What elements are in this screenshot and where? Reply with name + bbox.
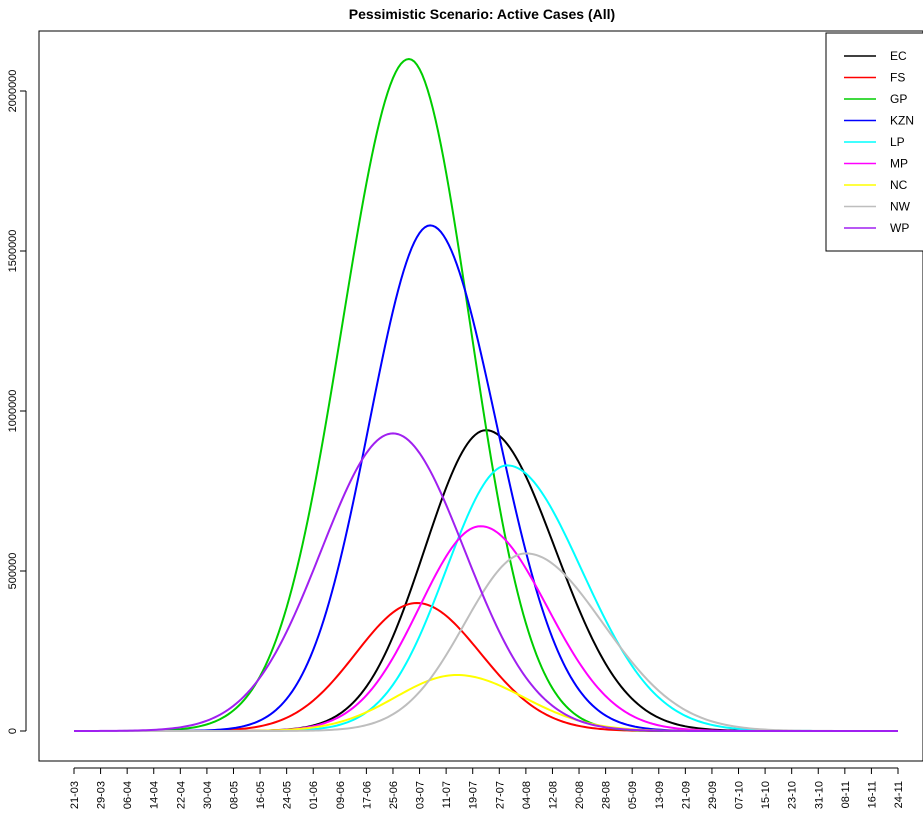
x-tick-label: 23-10	[787, 781, 799, 809]
x-tick-label: 19-07	[468, 781, 480, 809]
x-tick-label: 31-10	[813, 781, 825, 809]
x-tick-label: 06-04	[122, 781, 134, 809]
x-tick-label: 21-03	[69, 781, 81, 809]
x-tick-label: 28-08	[601, 781, 613, 809]
x-tick-label: 30-04	[202, 781, 214, 809]
x-tick-label: 12-08	[547, 781, 559, 809]
x-tick-label: 24-11	[893, 781, 905, 808]
plot-frame	[38, 30, 923, 762]
series-line-lp	[74, 464, 898, 732]
x-tick-label: 04-08	[521, 781, 533, 809]
legend-label-gp: GP	[890, 92, 907, 106]
x-tick-label: 08-05	[228, 781, 240, 809]
x-tick-label: 25-06	[388, 781, 400, 809]
x-tick-label: 17-06	[361, 781, 373, 809]
x-tick-label: 15-10	[760, 781, 772, 809]
x-tick-label: 08-11	[840, 781, 852, 808]
x-tick-label: 21-09	[680, 781, 692, 809]
series-line-ec	[74, 429, 898, 732]
x-axis: 21-03 29-03 06-04 14-04 22-04 30-04 08-05 16-05…	[69, 767, 905, 809]
y-tick-label: 500000	[7, 553, 19, 590]
legend-label-nc: NC	[890, 178, 908, 192]
x-tick-label: 27-07	[494, 781, 506, 809]
series-line-nc	[74, 673, 898, 732]
y-tick-label: 1000000	[7, 390, 19, 433]
y-tick-label: 1500000	[7, 230, 19, 273]
x-tick-label: 05-09	[627, 781, 639, 809]
y-tick-label: 0	[7, 728, 19, 734]
x-tick-label: 13-09	[654, 781, 666, 809]
series-line-kzn	[74, 224, 898, 732]
x-tick-label: 20-08	[574, 781, 586, 809]
x-tick-label: 09-06	[335, 781, 347, 809]
legend-label-kzn: KZN	[890, 114, 914, 128]
series-line-gp	[74, 57, 898, 732]
x-tick-label: 29-03	[96, 781, 108, 809]
x-tick-label: 16-11	[866, 781, 878, 808]
x-tick-label: 01-06	[308, 781, 320, 809]
x-tick-label: 16-05	[255, 781, 267, 809]
legend-label-wp: WP	[890, 221, 909, 235]
legend-label-nw: NW	[890, 200, 911, 214]
y-axis: 0 500000 1000000 1500000 2000000	[7, 70, 27, 734]
legend: EC FS GP KZN LP MP NC NW WP	[825, 32, 923, 252]
chart-title: Pessimistic Scenario: Active Cases (All)	[349, 6, 615, 22]
legend-label-fs: FS	[890, 71, 905, 85]
x-tick-label: 11-07	[441, 781, 453, 808]
series-line-mp	[74, 525, 898, 732]
series-line-nw	[74, 552, 898, 732]
x-tick-label: 24-05	[282, 781, 294, 809]
legend-label-lp: LP	[890, 135, 905, 149]
series-line-wp	[74, 432, 898, 732]
series-layer	[74, 57, 898, 732]
x-tick-label: 03-07	[415, 781, 427, 809]
series-line-fs	[74, 601, 898, 732]
legend-label-mp: MP	[890, 157, 908, 171]
x-tick-label: 22-04	[175, 781, 187, 809]
x-tick-label: 29-09	[707, 781, 719, 809]
legend-label-ec: EC	[890, 49, 907, 63]
x-tick-label: 07-10	[734, 781, 746, 809]
y-tick-label: 2000000	[7, 70, 19, 113]
x-tick-label: 14-04	[149, 781, 161, 809]
